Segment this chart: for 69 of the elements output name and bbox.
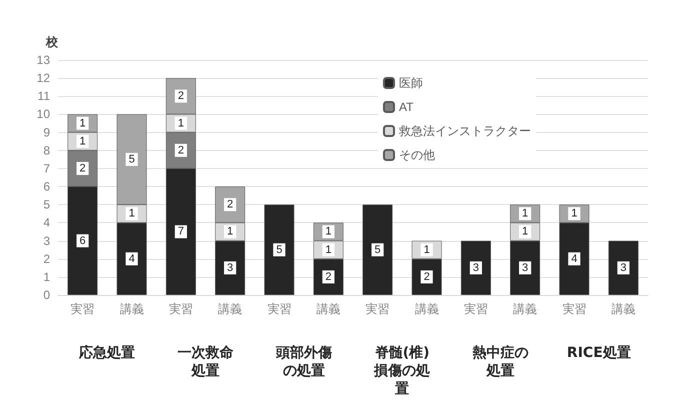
x-tick-label: 実習 [70, 302, 95, 316]
data-label: 2 [178, 144, 184, 156]
x-tick-label: 実習 [562, 302, 586, 316]
y-tick-label: 0 [43, 288, 50, 302]
x-tick-label: 講義 [218, 302, 242, 316]
y-tick-label: 5 [43, 198, 50, 212]
data-label: 1 [325, 244, 332, 256]
y-tick-label: 9 [43, 125, 50, 140]
data-label: 2 [178, 90, 184, 102]
y-tick-label: 10 [36, 107, 50, 122]
x-tick-label: 講義 [316, 302, 340, 316]
x-tick-label: 講義 [414, 302, 439, 316]
data-label: 6 [80, 234, 86, 247]
y-tick-label: 4 [43, 216, 50, 230]
bar [608, 240, 638, 295]
y-tick-label: 8 [43, 143, 50, 158]
text: RICE処置 [566, 345, 631, 361]
y-tick-label: 2 [43, 252, 50, 266]
x-tick-label: 講義 [611, 302, 636, 316]
y-tick-label: 13 [36, 53, 50, 67]
data-label: 2 [424, 270, 430, 283]
data-label: 5 [276, 244, 282, 256]
text: 熱中症の処置 [472, 344, 528, 379]
bar [460, 240, 491, 295]
data-label: 5 [128, 153, 135, 166]
text: 頭部外傷の処置 [274, 344, 332, 379]
y-axis-title: 校 [45, 35, 59, 49]
x-tick-label: 実習 [464, 302, 488, 316]
data-label: 3 [620, 262, 626, 274]
legend-label: 医師 [399, 76, 423, 90]
data-label: 3 [472, 262, 479, 274]
legend-label: その他 [399, 148, 435, 162]
data-label: 1 [325, 226, 332, 238]
x-tick-label: 実習 [366, 302, 390, 316]
y-tick-label: 7 [43, 161, 50, 176]
data-label: 2 [227, 198, 234, 211]
legend-label: AT [399, 100, 414, 114]
y-tick-label: 1 [43, 270, 50, 284]
y-tick-label: 12 [36, 71, 50, 86]
legend-label: 救急法インストラクター [398, 124, 531, 138]
data-label: 1 [80, 117, 86, 130]
bar [362, 204, 393, 295]
data-label: 3 [522, 262, 528, 274]
x-tick-label: 実習 [168, 302, 193, 316]
data-label: 2 [325, 270, 332, 283]
y-tick-label: 11 [38, 89, 50, 104]
x-tick-label: 実習 [267, 302, 292, 316]
data-label: 1 [522, 208, 528, 220]
data-label: 1 [80, 135, 86, 148]
data-label: 4 [571, 252, 578, 265]
text: 応急処置 [78, 344, 136, 361]
data-label: 1 [227, 226, 234, 238]
data-label: 1 [178, 117, 184, 130]
x-tick-label: 講義 [513, 302, 538, 316]
y-tick-label: 6 [43, 180, 50, 194]
data-label: 2 [80, 162, 86, 174]
data-label: 1 [571, 208, 578, 220]
data-label: 7 [178, 226, 184, 238]
text: 一次救命処置 [178, 345, 234, 379]
data-label: 1 [128, 208, 135, 220]
data-label: 3 [227, 262, 234, 274]
y-tick-label: 3 [43, 234, 50, 248]
data-label: 1 [424, 244, 430, 256]
data-label: 4 [128, 252, 135, 265]
text: 脊髄(椎)損傷の処置 [373, 344, 430, 397]
bar [264, 204, 294, 295]
data-label: 5 [374, 244, 381, 256]
data-label: 1 [522, 226, 528, 238]
x-tick-label: 講義 [120, 302, 144, 316]
